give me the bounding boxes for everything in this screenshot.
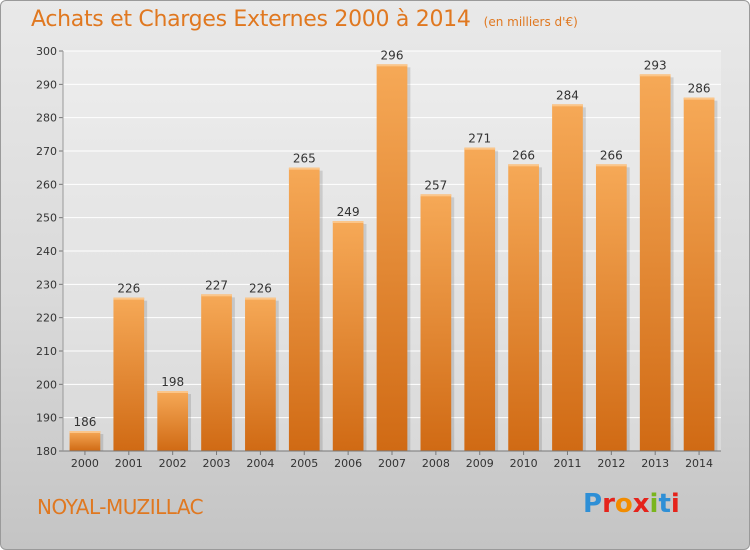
y-tick-label: 250 xyxy=(36,212,57,225)
x-tick-label-2005: 2005 xyxy=(290,457,318,470)
bar-top-highlight xyxy=(420,194,452,197)
bar-2014 xyxy=(683,97,715,452)
data-label-2008: 257 xyxy=(424,178,447,192)
bar-2012 xyxy=(595,164,627,452)
x-tick-label-2001: 2001 xyxy=(115,457,143,470)
x-tick-label-2014: 2014 xyxy=(685,457,713,470)
x-tick-label-2002: 2002 xyxy=(159,457,187,470)
bar-2007 xyxy=(376,64,408,452)
bar-top-highlight xyxy=(464,147,496,150)
data-label-2010: 266 xyxy=(512,148,535,162)
y-tick-label: 240 xyxy=(36,245,57,258)
x-tick-label-2003: 2003 xyxy=(203,457,231,470)
bar-2001 xyxy=(113,297,145,451)
chart-title: Achats et Charges Externes 2000 à 2014 xyxy=(31,7,471,32)
bar-2010 xyxy=(508,164,539,452)
y-tick-label: 190 xyxy=(36,412,57,425)
x-tick-label-2009: 2009 xyxy=(466,457,494,470)
y-tick-label: 220 xyxy=(36,312,57,325)
bar-top-highlight xyxy=(245,297,276,300)
bar-2002 xyxy=(157,391,189,451)
chart-title-block: Achats et Charges Externes 2000 à 2014 (… xyxy=(31,7,578,32)
chart-unit-note: (en milliers d'€) xyxy=(483,15,578,29)
bar-top-highlight xyxy=(508,164,539,167)
y-tick-label: 280 xyxy=(36,112,57,125)
data-label-2012: 266 xyxy=(600,148,623,162)
bar-top-highlight xyxy=(683,97,715,100)
bar-2004 xyxy=(245,297,276,451)
y-tick-label: 230 xyxy=(36,278,57,291)
data-label-2002: 198 xyxy=(161,375,184,389)
y-tick-label: 180 xyxy=(36,445,57,458)
x-tick-label-2006: 2006 xyxy=(334,457,362,470)
bar-top-highlight xyxy=(595,164,627,167)
city-name: NOYAL-MUZILLAC xyxy=(37,495,204,519)
y-tick-label: 200 xyxy=(36,378,57,391)
x-tick-label-2010: 2010 xyxy=(510,457,538,470)
bar-top-highlight xyxy=(288,167,320,170)
data-label-2014: 286 xyxy=(688,82,711,96)
data-label-2004: 226 xyxy=(249,282,272,296)
bar-top-highlight xyxy=(113,297,145,300)
x-tick-label-2007: 2007 xyxy=(378,457,406,470)
data-label-2001: 226 xyxy=(117,282,140,296)
y-tick-label: 290 xyxy=(36,78,57,91)
bar-top-highlight xyxy=(201,294,232,297)
data-label-2011: 284 xyxy=(556,88,579,102)
x-tick-label-2008: 2008 xyxy=(422,457,450,470)
bar-top-highlight xyxy=(157,391,189,393)
data-label-2013: 293 xyxy=(644,58,667,72)
x-tick-label-2000: 2000 xyxy=(71,457,99,470)
data-label-2006: 249 xyxy=(337,205,360,219)
x-tick-label-2004: 2004 xyxy=(246,457,274,470)
x-tick-label-2011: 2011 xyxy=(553,457,581,470)
y-tick-label: 270 xyxy=(36,145,57,158)
bar-2009 xyxy=(464,147,496,451)
data-labels: 186 226 198 227 226 265 249 296 257 271 266 284 266 2… xyxy=(73,48,710,429)
bar-top-highlight xyxy=(552,104,583,107)
x-tick-label-2013: 2013 xyxy=(641,457,669,470)
bar-top-highlight xyxy=(639,74,671,77)
data-label-2003: 227 xyxy=(205,278,228,292)
y-tick-label: 210 xyxy=(36,345,57,358)
bar-2000 xyxy=(69,431,101,451)
x-tick-label-2012: 2012 xyxy=(597,457,625,470)
bar-top-highlight xyxy=(376,64,408,67)
bar-top-highlight xyxy=(332,221,364,223)
data-label-2009: 271 xyxy=(468,132,491,146)
y-axis-ticks: 180 190 200 210 220 230 240 250 260 270 280 290 300 xyxy=(36,45,63,458)
bar-2005 xyxy=(288,167,320,451)
bar-2013 xyxy=(639,74,671,451)
bar-2003 xyxy=(201,294,232,451)
data-label-2005: 265 xyxy=(293,152,316,166)
bar-2006 xyxy=(332,221,364,451)
bar-2008 xyxy=(420,194,452,452)
data-label-2007: 296 xyxy=(381,48,404,62)
y-tick-label: 300 xyxy=(36,45,57,58)
y-tick-label: 260 xyxy=(36,178,57,191)
bars xyxy=(69,64,718,452)
bar-2011 xyxy=(552,104,583,451)
proxiti-logo: Proxiti xyxy=(583,489,680,519)
x-axis-ticks: 2000 2001 2002 2003 2004 2005 2006 2007 2008 2009… xyxy=(71,451,713,470)
bar-top-highlight xyxy=(69,431,101,433)
data-label-2000: 186 xyxy=(73,415,96,429)
